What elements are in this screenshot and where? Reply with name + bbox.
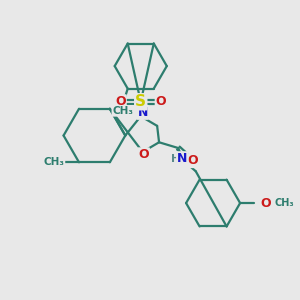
Text: CH₃: CH₃ — [44, 157, 64, 167]
Text: N: N — [177, 152, 188, 165]
Text: O: O — [261, 196, 272, 210]
Text: O: O — [138, 148, 149, 161]
Text: O: O — [156, 95, 166, 108]
Text: CH₃: CH₃ — [275, 198, 295, 208]
Text: H: H — [171, 154, 180, 164]
Text: O: O — [115, 95, 126, 108]
Text: S: S — [135, 94, 146, 109]
Text: N: N — [137, 106, 148, 119]
Text: O: O — [188, 154, 198, 167]
Text: CH₃: CH₃ — [112, 106, 134, 116]
